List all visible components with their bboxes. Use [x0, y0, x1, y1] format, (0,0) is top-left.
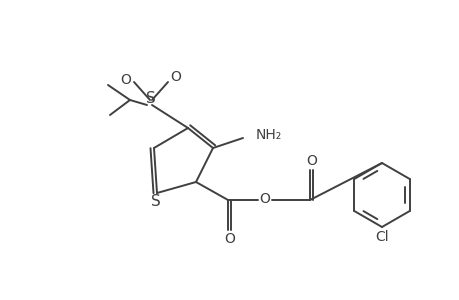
Text: S: S: [151, 194, 161, 208]
Text: O: O: [170, 70, 181, 84]
Text: Cl: Cl: [375, 230, 388, 244]
Text: NH₂: NH₂: [256, 128, 282, 142]
Text: S: S: [146, 91, 156, 106]
Text: O: O: [224, 232, 235, 246]
Text: O: O: [120, 73, 131, 87]
Text: O: O: [259, 192, 270, 206]
Text: O: O: [306, 154, 317, 168]
